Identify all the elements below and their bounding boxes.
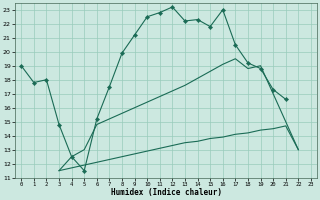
X-axis label: Humidex (Indice chaleur): Humidex (Indice chaleur)	[111, 188, 221, 197]
